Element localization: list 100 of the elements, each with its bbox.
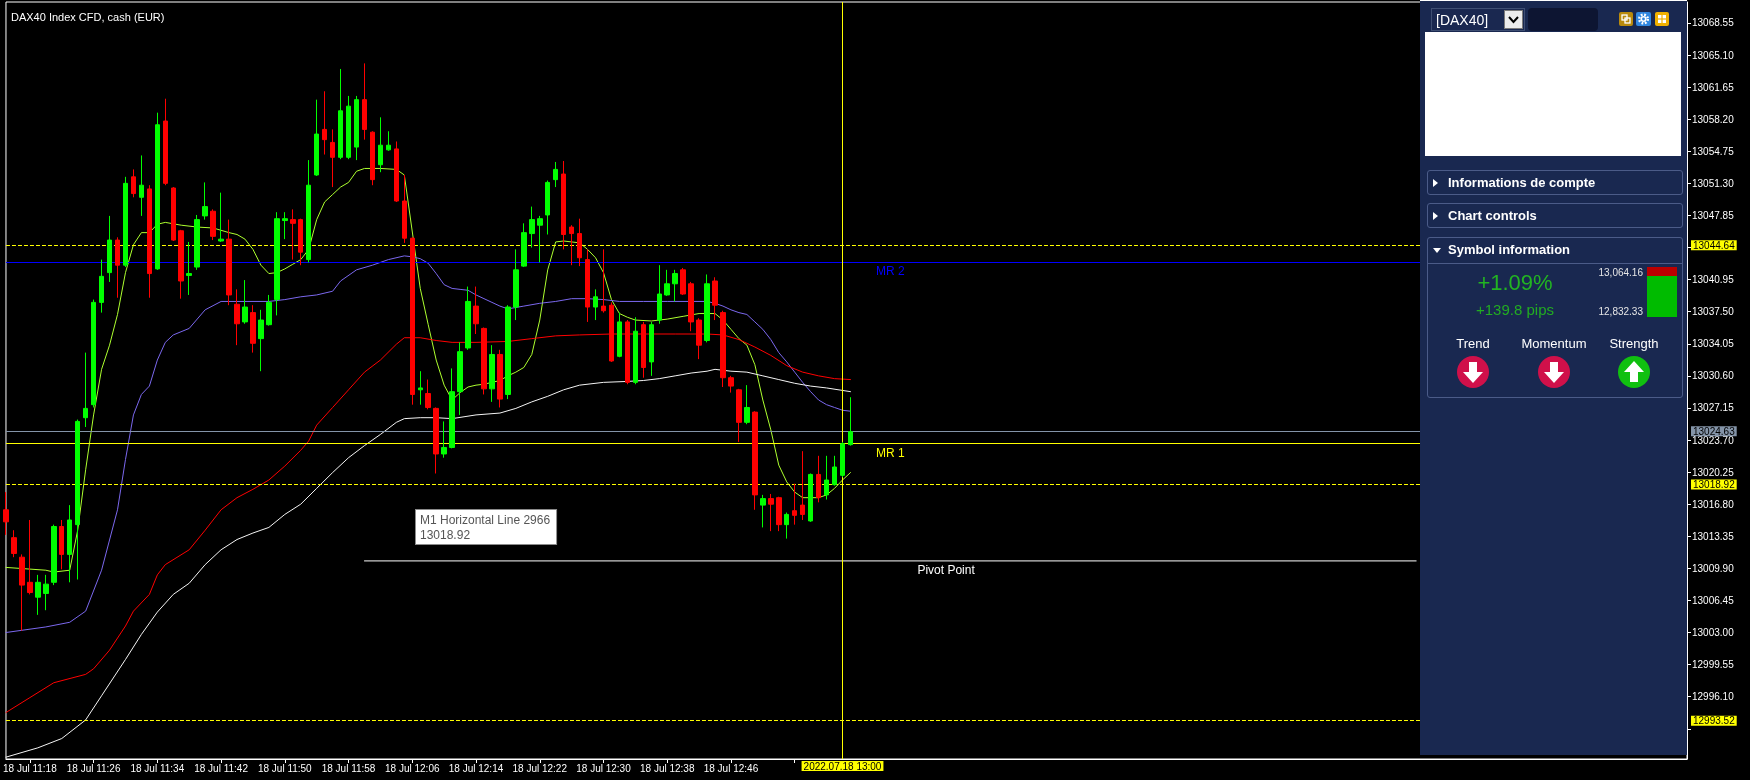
candlestick — [553, 161, 558, 188]
candlestick — [617, 312, 622, 358]
candlestick — [178, 229, 184, 300]
x-tick-label: 18 Jul 12:14 — [448, 762, 504, 774]
x-tick-label: 18 Jul 12:46 — [703, 762, 759, 774]
ref-line-label: 12993.52 — [1693, 715, 1736, 727]
candlestick — [258, 309, 264, 372]
candlestick — [449, 367, 455, 449]
candlestick — [131, 168, 136, 198]
y-tick-label: 13068.55 — [1692, 17, 1735, 29]
candlestick — [577, 218, 582, 267]
candlestick — [489, 344, 495, 403]
candlestick — [266, 294, 272, 327]
annotation: Trend — [1456, 336, 1490, 351]
x-tick-label: 18 Jul 11:58 — [321, 762, 376, 774]
y-tick-label: 13003.00 — [1692, 627, 1735, 639]
candlestick — [107, 215, 112, 283]
annotation: Momentum — [1521, 336, 1587, 351]
candlestick — [473, 286, 479, 335]
y-tick-label: 13034.05 — [1692, 338, 1735, 350]
x-tick-label: 18 Jul 12:22 — [512, 762, 568, 774]
x-tick-label: 18 Jul 12:30 — [576, 762, 632, 774]
candlestick — [298, 218, 303, 266]
y-tick-label: 13016.80 — [1692, 498, 1735, 510]
candlestick — [51, 524, 57, 586]
candlestick — [322, 90, 327, 156]
candlestick — [672, 269, 678, 302]
candlestick — [147, 184, 152, 299]
candlestick — [513, 248, 519, 321]
candlestick — [282, 211, 288, 240]
candlestick — [784, 512, 789, 540]
candlestick — [848, 396, 853, 447]
candlestick — [744, 384, 750, 425]
y-tick-label: 13030.60 — [1692, 370, 1735, 382]
candlestick — [792, 483, 797, 526]
candlestick — [290, 208, 296, 261]
candlestick — [35, 574, 41, 616]
candlestick — [75, 419, 80, 581]
candlestick — [465, 286, 471, 351]
candlestick — [194, 214, 200, 271]
text: DAX40 Index CFD, cash (EUR) — [11, 10, 165, 23]
candlestick — [649, 321, 654, 377]
ref-line-label: 13018.92 — [1693, 478, 1736, 490]
candlestick — [19, 553, 25, 632]
candlestick — [633, 316, 638, 385]
candlestick — [585, 248, 590, 323]
candlestick — [186, 241, 192, 296]
annotation: [DAX40] — [1436, 12, 1489, 28]
y-tick-label: 12999.55 — [1692, 659, 1735, 671]
candlestick — [202, 181, 208, 221]
y-tick-label: 12996.10 — [1692, 691, 1735, 703]
candlestick — [688, 281, 694, 332]
ref-line-label: 2022.07.18 13:00 — [803, 761, 882, 772]
candlestick — [370, 130, 375, 186]
line-series — [5, 167, 851, 573]
y-tick-label: 13013.35 — [1692, 530, 1735, 542]
candlestick — [832, 455, 837, 487]
candlestick — [760, 494, 766, 528]
candlestick — [545, 180, 550, 235]
y-tick-label: 13051.30 — [1692, 177, 1735, 189]
x-tick-label: 18 Jul 11:26 — [66, 762, 121, 774]
candlestick — [123, 176, 128, 268]
candlestick — [593, 288, 598, 321]
candlestick — [354, 95, 359, 161]
candlestick — [99, 259, 104, 314]
candlestick — [521, 222, 527, 268]
candlestick — [402, 174, 407, 244]
annotation: M1 Horizontal Line 2966 13018.92 — [420, 512, 551, 542]
candlestick — [306, 159, 311, 263]
candlestick — [274, 211, 280, 316]
x-tick-label: 18 Jul 11:18 — [3, 762, 58, 774]
y-tick-label: 13054.75 — [1692, 145, 1735, 157]
candlestick — [664, 269, 670, 297]
x-tick-label: 18 Jul 11:34 — [130, 762, 185, 774]
candlestick — [3, 491, 9, 536]
candlestick — [497, 349, 503, 408]
ref-line-label: 13044.64 — [1693, 239, 1736, 251]
candlestick — [808, 473, 813, 523]
candlestick — [139, 154, 144, 217]
annotation: Chart controls — [1448, 208, 1537, 223]
candlestick — [250, 304, 256, 354]
candlestick — [338, 68, 343, 160]
candlestick — [418, 370, 423, 406]
candlestick — [816, 455, 821, 503]
candlestick — [234, 288, 240, 346]
candlestick — [386, 130, 391, 152]
candlestick — [840, 441, 845, 478]
x-tick-label: 18 Jul 12:06 — [385, 762, 440, 774]
candlestick — [226, 219, 232, 306]
candlestick — [346, 95, 351, 160]
candlestick — [362, 62, 367, 141]
x-tick-label: 18 Jul 11:50 — [257, 762, 313, 774]
candlestick — [800, 450, 805, 521]
candlestick — [83, 352, 88, 428]
candlestick — [736, 388, 742, 443]
candlestick — [67, 504, 72, 583]
y-tick-label: 13065.10 — [1692, 49, 1735, 61]
candlestick — [657, 264, 662, 325]
y-tick-label: 13061.65 — [1692, 81, 1735, 93]
candlestick — [561, 160, 566, 250]
